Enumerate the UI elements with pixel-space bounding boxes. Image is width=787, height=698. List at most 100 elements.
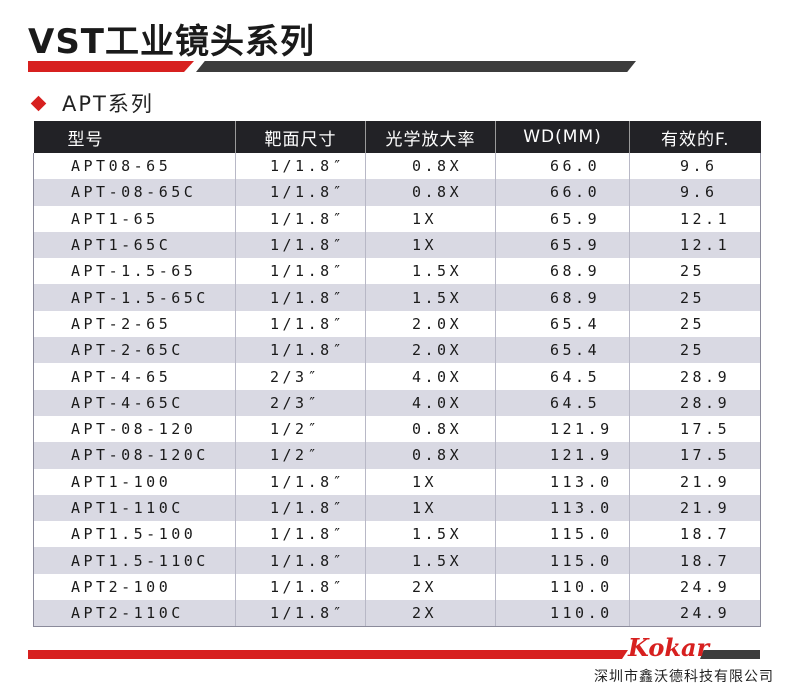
cell-working-distance: 65.4	[495, 310, 630, 338]
table-row: APT-08-65C 1/1.8″ 0.8X 66.0 9.6	[33, 179, 761, 206]
footer-bar-gray	[700, 650, 760, 659]
table-body: APT08-65 1/1.8″ 0.8X 66.0 9.6 APT-08-65C 1/1.8…	[33, 153, 761, 628]
cell-working-distance: 66.0	[495, 153, 630, 180]
cell-model: APT-4-65	[33, 363, 236, 390]
cell-sensor-size: 1/1.8″	[235, 179, 366, 206]
cell-magnification: 2X	[365, 573, 496, 601]
spec-table: 型号 靶面尺寸 光学放大率 WD(MM) 有效的F. APT08-65 1/1.8…	[33, 121, 761, 628]
cell-model: APT-1.5-65	[33, 258, 236, 285]
cell-working-distance: 121.9	[495, 442, 630, 469]
cell-model: APT2-110C	[33, 600, 236, 628]
table-row: APT-1.5-65 1/1.8″ 1.5X 68.9 25	[33, 258, 761, 285]
header-model: 型号	[33, 121, 236, 153]
cell-sensor-size: 1/1.8″	[235, 337, 366, 364]
cell-effective-f: 18.7	[629, 521, 761, 548]
cell-sensor-size: 1/1.8″	[235, 231, 366, 259]
cell-magnification: 0.8X	[365, 153, 496, 180]
cell-working-distance: 64.5	[495, 363, 630, 390]
cell-effective-f: 25	[629, 310, 761, 338]
table-row: APT-08-120C 1/2″ 0.8X 121.9 17.5	[33, 442, 761, 469]
cell-working-distance: 64.5	[495, 389, 630, 416]
table-row: APT1-100 1/1.8″ 1X 113.0 21.9	[33, 468, 761, 495]
cell-model: APT1.5-100	[33, 521, 236, 548]
cell-magnification: 0.8X	[365, 179, 496, 206]
cell-working-distance: 68.9	[495, 284, 630, 311]
cell-sensor-size: 2/3″	[235, 389, 366, 416]
cell-magnification: 4.0X	[365, 363, 496, 390]
cell-effective-f: 12.1	[629, 205, 761, 232]
cell-magnification: 2X	[365, 600, 496, 628]
cell-sensor-size: 1/2″	[235, 415, 366, 443]
cell-effective-f: 24.9	[629, 600, 761, 628]
cell-working-distance: 65.9	[495, 231, 630, 259]
cell-effective-f: 25	[629, 337, 761, 364]
header-working-distance: WD(MM)	[495, 121, 630, 153]
cell-effective-f: 25	[629, 258, 761, 285]
cell-model: APT-2-65C	[33, 337, 236, 364]
brand-logo: Kokar	[628, 633, 710, 662]
cell-sensor-size: 1/1.8″	[235, 205, 366, 232]
cell-effective-f: 24.9	[629, 573, 761, 601]
cell-sensor-size: 1/1.8″	[235, 600, 366, 628]
cell-model: APT-1.5-65C	[33, 284, 236, 311]
cell-model: APT08-65	[33, 153, 236, 180]
cell-effective-f: 17.5	[629, 415, 761, 443]
table-header-row: 型号 靶面尺寸 光学放大率 WD(MM) 有效的F.	[33, 121, 761, 153]
cell-working-distance: 115.0	[495, 547, 630, 574]
table-row: APT2-100 1/1.8″ 2X 110.0 24.9	[33, 573, 761, 601]
section-title: APT系列	[62, 92, 154, 116]
cell-sensor-size: 1/1.8″	[235, 494, 366, 522]
cell-effective-f: 28.9	[629, 363, 761, 390]
section-heading: APT系列	[30, 90, 154, 116]
table-row: APT1-65 1/1.8″ 1X 65.9 12.1	[33, 205, 761, 232]
header-sensor-size: 靶面尺寸	[235, 121, 366, 153]
cell-magnification: 1.5X	[365, 521, 496, 548]
cell-sensor-size: 1/1.8″	[235, 573, 366, 601]
cell-magnification: 0.8X	[365, 442, 496, 469]
table-row: APT-2-65 1/1.8″ 2.0X 65.4 25	[33, 310, 761, 338]
cell-model: APT1-65	[33, 205, 236, 232]
table-row: APT-08-120 1/2″ 0.8X 121.9 17.5	[33, 415, 761, 443]
cell-effective-f: 21.9	[629, 468, 761, 495]
cell-magnification: 4.0X	[365, 389, 496, 416]
cell-model: APT1-110C	[33, 494, 236, 522]
header-effective-f: 有效的F.	[629, 121, 761, 153]
cell-effective-f: 9.6	[629, 179, 761, 206]
cell-working-distance: 121.9	[495, 415, 630, 443]
cell-effective-f: 12.1	[629, 231, 761, 259]
title-underline-gray	[196, 61, 636, 72]
page-title: VST工业镜头系列	[28, 22, 315, 62]
cell-model: APT-08-65C	[33, 179, 236, 206]
table-row: APT1-65C 1/1.8″ 1X 65.9 12.1	[33, 231, 761, 259]
cell-effective-f: 28.9	[629, 389, 761, 416]
cell-sensor-size: 1/1.8″	[235, 468, 366, 495]
cell-working-distance: 68.9	[495, 258, 630, 285]
cell-working-distance: 115.0	[495, 521, 630, 548]
cell-magnification: 1X	[365, 468, 496, 495]
cell-magnification: 1X	[365, 205, 496, 232]
cell-working-distance: 113.0	[495, 468, 630, 495]
table-row: APT-4-65 2/3″ 4.0X 64.5 28.9	[33, 363, 761, 390]
table-row: APT-2-65C 1/1.8″ 2.0X 65.4 25	[33, 337, 761, 364]
table-row: APT08-65 1/1.8″ 0.8X 66.0 9.6	[33, 153, 761, 180]
cell-working-distance: 65.4	[495, 337, 630, 364]
table-row: APT2-110C 1/1.8″ 2X 110.0 24.9	[33, 600, 761, 628]
cell-model: APT1-100	[33, 468, 236, 495]
cell-sensor-size: 1/1.8″	[235, 547, 366, 574]
cell-model: APT1.5-110C	[33, 547, 236, 574]
table-row: APT-4-65C 2/3″ 4.0X 64.5 28.9	[33, 389, 761, 416]
cell-magnification: 1X	[365, 231, 496, 259]
cell-sensor-size: 2/3″	[235, 363, 366, 390]
cell-magnification: 1.5X	[365, 284, 496, 311]
cell-working-distance: 65.9	[495, 205, 630, 232]
cell-effective-f: 18.7	[629, 547, 761, 574]
diamond-bullet-icon	[30, 95, 47, 111]
cell-sensor-size: 1/1.8″	[235, 258, 366, 285]
cell-magnification: 1X	[365, 494, 496, 522]
cell-magnification: 1.5X	[365, 547, 496, 574]
cell-magnification: 2.0X	[365, 310, 496, 338]
cell-sensor-size: 1/1.8″	[235, 284, 366, 311]
table-row: APT-1.5-65C 1/1.8″ 1.5X 68.9 25	[33, 284, 761, 311]
cell-working-distance: 110.0	[495, 600, 630, 628]
cell-effective-f: 17.5	[629, 442, 761, 469]
